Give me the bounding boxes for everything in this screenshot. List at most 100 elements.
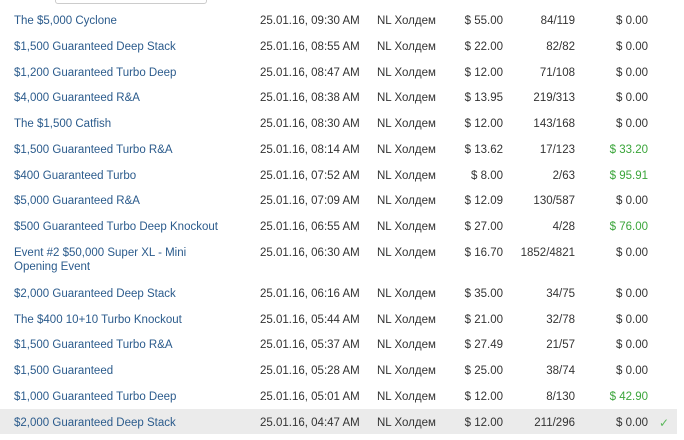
winnings: $ 0.00 — [616, 339, 648, 352]
entries: 8/130 — [546, 390, 575, 403]
entries: 84/119 — [540, 15, 575, 27]
entries: 17/123 — [539, 143, 575, 156]
tournament-name[interactable]: $1,200 Guaranteed Turbo Deep — [14, 66, 177, 79]
game-type: NL Холдем — [377, 40, 436, 53]
buy-in: $ 12.00 — [464, 118, 503, 130]
tournament-name[interactable]: $2,000 Guaranteed Deep Stack — [14, 416, 176, 429]
winnings: $ 0.00 — [616, 195, 648, 208]
winnings: $ 0.00 — [616, 246, 648, 259]
tournament-date: 25.01.16, 04:47 AM — [260, 416, 360, 429]
tournament-date: 25.01.16, 08:47 AM — [260, 66, 360, 79]
search-input[interactable] — [55, 0, 207, 4]
entries: 143/168 — [533, 118, 575, 130]
table-row[interactable]: $5,000 Guaranteed R&A 25.01.16, 07:09 AM N… — [0, 187, 677, 213]
tournament-date: 25.01.16, 08:55 AM — [260, 40, 360, 53]
game-type: NL Холдем — [377, 66, 436, 79]
tournament-name[interactable]: $1,000 Guaranteed Turbo Deep — [14, 390, 177, 403]
winnings: $ 0.00 — [616, 365, 648, 377]
tournament-date: 25.01.16, 06:16 AM — [260, 287, 360, 300]
tournament-date: 25.01.16, 07:52 AM — [260, 169, 360, 182]
buy-in: $ 55.00 — [464, 15, 503, 27]
table-row[interactable]: $4,000 Guaranteed R&A 25.01.16, 08:38 AM N… — [0, 84, 677, 110]
tournament-name[interactable]: $1,500 Guaranteed Turbo R&A — [14, 143, 173, 156]
tournament-name[interactable]: $1,500 Guaranteed Deep Stack — [14, 40, 176, 53]
entries: 32/78 — [546, 313, 575, 326]
winnings: $ 0.00 — [616, 40, 648, 53]
tournament-name[interactable]: $400 Guaranteed Turbo — [14, 169, 137, 182]
entries: 71/108 — [539, 66, 575, 79]
buy-in: $ 12.09 — [464, 195, 503, 208]
buy-in: $ 8.00 — [471, 169, 503, 182]
tournament-name[interactable]: The $5,000 Cyclone — [14, 15, 117, 27]
game-type: NL Холдем — [377, 169, 436, 182]
winnings: $ 76.00 — [609, 221, 648, 233]
tournament-list: The $5,000 Cyclone 25.01.16, 09:30 AM NL Х… — [0, 7, 677, 435]
winnings: $ 0.00 — [616, 416, 648, 429]
tournament-date: 25.01.16, 08:14 AM — [260, 143, 360, 156]
winnings: $ 0.00 — [616, 92, 648, 105]
tournament-date: 25.01.16, 08:30 AM — [260, 118, 360, 130]
table-row[interactable]: $2,000 Guaranteed Deep Stack 25.01.16, 06… — [0, 280, 677, 306]
tournament-name[interactable]: The $1,500 Catfish — [14, 118, 112, 130]
table-row[interactable]: $1,500 Guaranteed Deep Stack 25.01.16, 08… — [0, 33, 677, 59]
tournament-name[interactable]: $500 Guaranteed Turbo Deep Knockout — [14, 221, 218, 233]
entries: 34/75 — [546, 287, 575, 300]
game-type: NL Холдем — [377, 390, 436, 403]
checkmark-icon: ✓ — [658, 415, 669, 430]
tournament-name[interactable]: Event #2 $50,000 Super XL - Mini Opening… — [14, 246, 187, 273]
buy-in: $ 13.62 — [464, 143, 503, 156]
table-row[interactable]: The $1,500 Catfish 25.01.16, 08:30 AM NL Х… — [0, 110, 677, 136]
game-type: NL Холдем — [377, 221, 436, 233]
game-type: NL Холдем — [377, 118, 436, 130]
buy-in: $ 12.00 — [464, 66, 503, 79]
tournament-name[interactable]: $1,500 Guaranteed Turbo R&A — [14, 339, 173, 352]
game-type: NL Холдем — [377, 143, 436, 156]
entries: 2/63 — [552, 169, 575, 182]
winnings: $ 0.00 — [616, 118, 648, 130]
buy-in: $ 13.95 — [464, 92, 503, 105]
tournament-date: 25.01.16, 06:55 AM — [260, 221, 360, 233]
winnings: $ 0.00 — [616, 66, 648, 79]
game-type: NL Холдем — [377, 339, 436, 352]
game-type: NL Холдем — [377, 365, 436, 377]
table-row[interactable]: Event #2 $50,000 Super XL - Mini Opening… — [0, 239, 677, 280]
entries: 1852/4821 — [520, 246, 575, 259]
table-row[interactable]: $400 Guaranteed Turbo 25.01.16, 07:52 AM N… — [0, 162, 677, 188]
tournament-name[interactable]: $2,000 Guaranteed Deep Stack — [14, 287, 176, 300]
entries: 219/313 — [533, 92, 575, 105]
buy-in: $ 25.00 — [464, 365, 503, 377]
table-row[interactable]: $1,500 Guaranteed Turbo R&A 25.01.16, 08:… — [0, 136, 677, 162]
tournament-date: 25.01.16, 06:30 AM — [260, 246, 360, 259]
game-type: NL Холдем — [377, 92, 436, 105]
entries: 21/57 — [546, 339, 575, 352]
tournament-name[interactable]: $4,000 Guaranteed R&A — [14, 92, 140, 105]
winnings: $ 0.00 — [616, 287, 648, 300]
tournament-name[interactable]: The $400 10+10 Turbo Knockout — [14, 313, 182, 326]
winnings: $ 33.20 — [609, 143, 648, 156]
tournament-date: 25.01.16, 05:28 AM — [260, 365, 360, 377]
table-row[interactable]: The $400 10+10 Turbo Knockout 25.01.16, 0… — [0, 306, 677, 332]
game-type: NL Холдем — [377, 15, 436, 27]
buy-in: $ 35.00 — [464, 287, 503, 300]
table-row[interactable]: $1,000 Guaranteed Turbo Deep 25.01.16, 05… — [0, 383, 677, 409]
table-row[interactable]: $1,500 Guaranteed 25.01.16, 05:28 AM NL Хо… — [0, 357, 677, 383]
buy-in: $ 22.00 — [464, 40, 503, 53]
buy-in: $ 21.00 — [464, 313, 503, 326]
tournament-name[interactable]: $1,500 Guaranteed — [14, 365, 114, 377]
game-type: NL Холдем — [377, 313, 436, 326]
table-row[interactable]: $500 Guaranteed Turbo Deep Knockout 25.01… — [0, 213, 677, 239]
table-row[interactable]: $1,200 Guaranteed Turbo Deep 25.01.16, 08… — [0, 59, 677, 85]
tournament-name[interactable]: $5,000 Guaranteed R&A — [14, 195, 140, 208]
game-type: NL Холдем — [377, 195, 436, 208]
buy-in: $ 12.00 — [464, 390, 503, 403]
tournament-date: 25.01.16, 07:09 AM — [260, 195, 360, 208]
winnings: $ 0.00 — [616, 15, 648, 27]
winnings: $ 95.91 — [609, 169, 648, 182]
table-row[interactable]: $1,500 Guaranteed Turbo R&A 25.01.16, 05:… — [0, 331, 677, 357]
tournament-date: 25.01.16, 05:01 AM — [260, 390, 360, 403]
tournament-date: 25.01.16, 05:37 AM — [260, 339, 360, 352]
entries: 211/296 — [534, 416, 575, 429]
table-row[interactable]: The $5,000 Cyclone 25.01.16, 09:30 AM NL Х… — [0, 7, 677, 33]
table-row[interactable]: $2,000 Guaranteed Deep Stack 25.01.16, 04… — [0, 408, 677, 435]
winnings: $ 42.90 — [609, 390, 648, 403]
